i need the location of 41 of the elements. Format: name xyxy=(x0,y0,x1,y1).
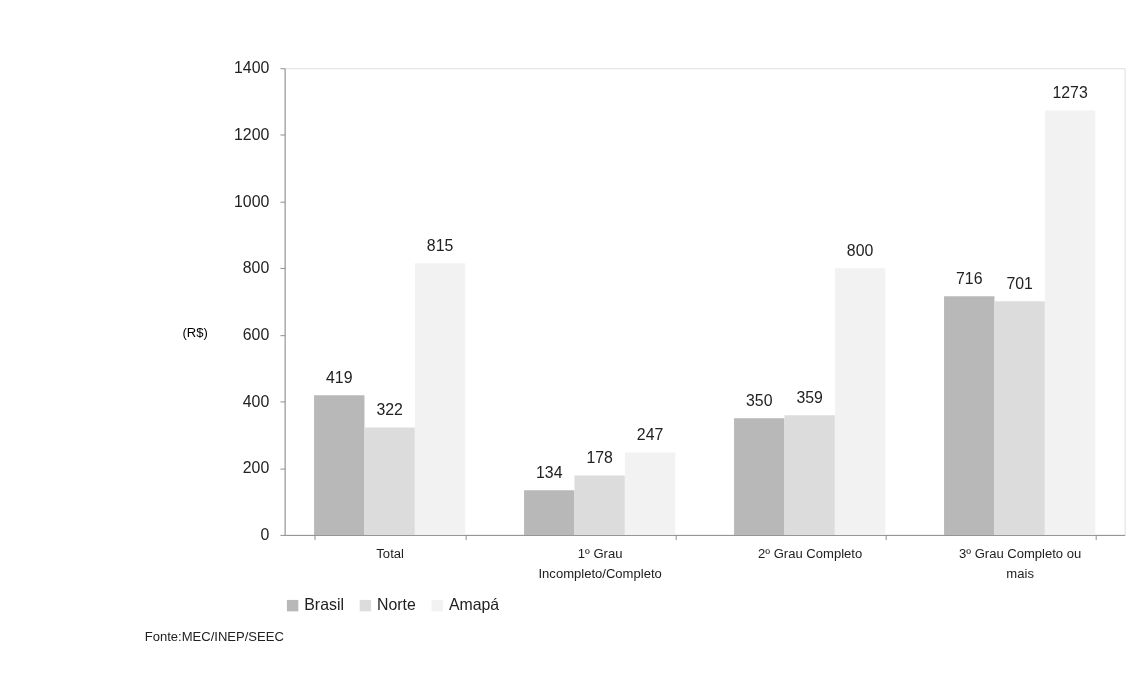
data-label: 800 xyxy=(846,242,874,260)
y-tick-label: 0 xyxy=(260,526,270,544)
bar xyxy=(784,415,835,535)
data-label: 716 xyxy=(956,270,983,288)
legend-label: Brasil xyxy=(304,596,344,614)
y-tick-label: 800 xyxy=(242,259,270,277)
data-label: 178 xyxy=(586,449,614,467)
bar xyxy=(624,452,676,535)
y-tick-label: 600 xyxy=(242,326,270,344)
legend-label: Norte xyxy=(377,596,417,614)
x-tick-label: 3º Grau Completo ou mais xyxy=(959,545,1082,582)
x-tick-label: Total xyxy=(376,545,405,561)
x-tick-label: 1º Grau Incompleto/Completo xyxy=(538,545,662,582)
data-label: 322 xyxy=(376,401,404,419)
source-note: Fonte:MEC/INEP/SEEC xyxy=(144,629,284,645)
bar xyxy=(314,395,365,535)
bar xyxy=(364,427,415,535)
bar xyxy=(524,490,575,535)
legend-label: Amapá xyxy=(448,596,500,614)
x-tick-label: 2º Grau Completo xyxy=(758,545,863,561)
y-tick-label: 1000 xyxy=(233,192,270,210)
data-label: 350 xyxy=(746,392,773,410)
y-tick-label: 1200 xyxy=(233,126,270,144)
data-label: 247 xyxy=(636,426,664,444)
data-label: 419 xyxy=(326,369,353,387)
y-tick-label: 400 xyxy=(242,392,270,410)
bar xyxy=(1044,110,1096,535)
data-label: 1273 xyxy=(1052,84,1088,102)
data-label: 359 xyxy=(796,389,824,407)
y-tick-label: 200 xyxy=(242,459,270,477)
y-tick-label: 1400 xyxy=(233,59,270,77)
data-label: 701 xyxy=(1006,275,1034,293)
bar xyxy=(944,296,995,535)
bar xyxy=(414,263,466,535)
bar xyxy=(834,268,886,535)
data-label: 815 xyxy=(426,237,454,255)
y-axis-title: (R$) xyxy=(182,325,208,341)
data-label: 134 xyxy=(536,464,563,482)
bar xyxy=(994,301,1045,535)
bar xyxy=(574,475,625,535)
bar xyxy=(734,418,785,535)
